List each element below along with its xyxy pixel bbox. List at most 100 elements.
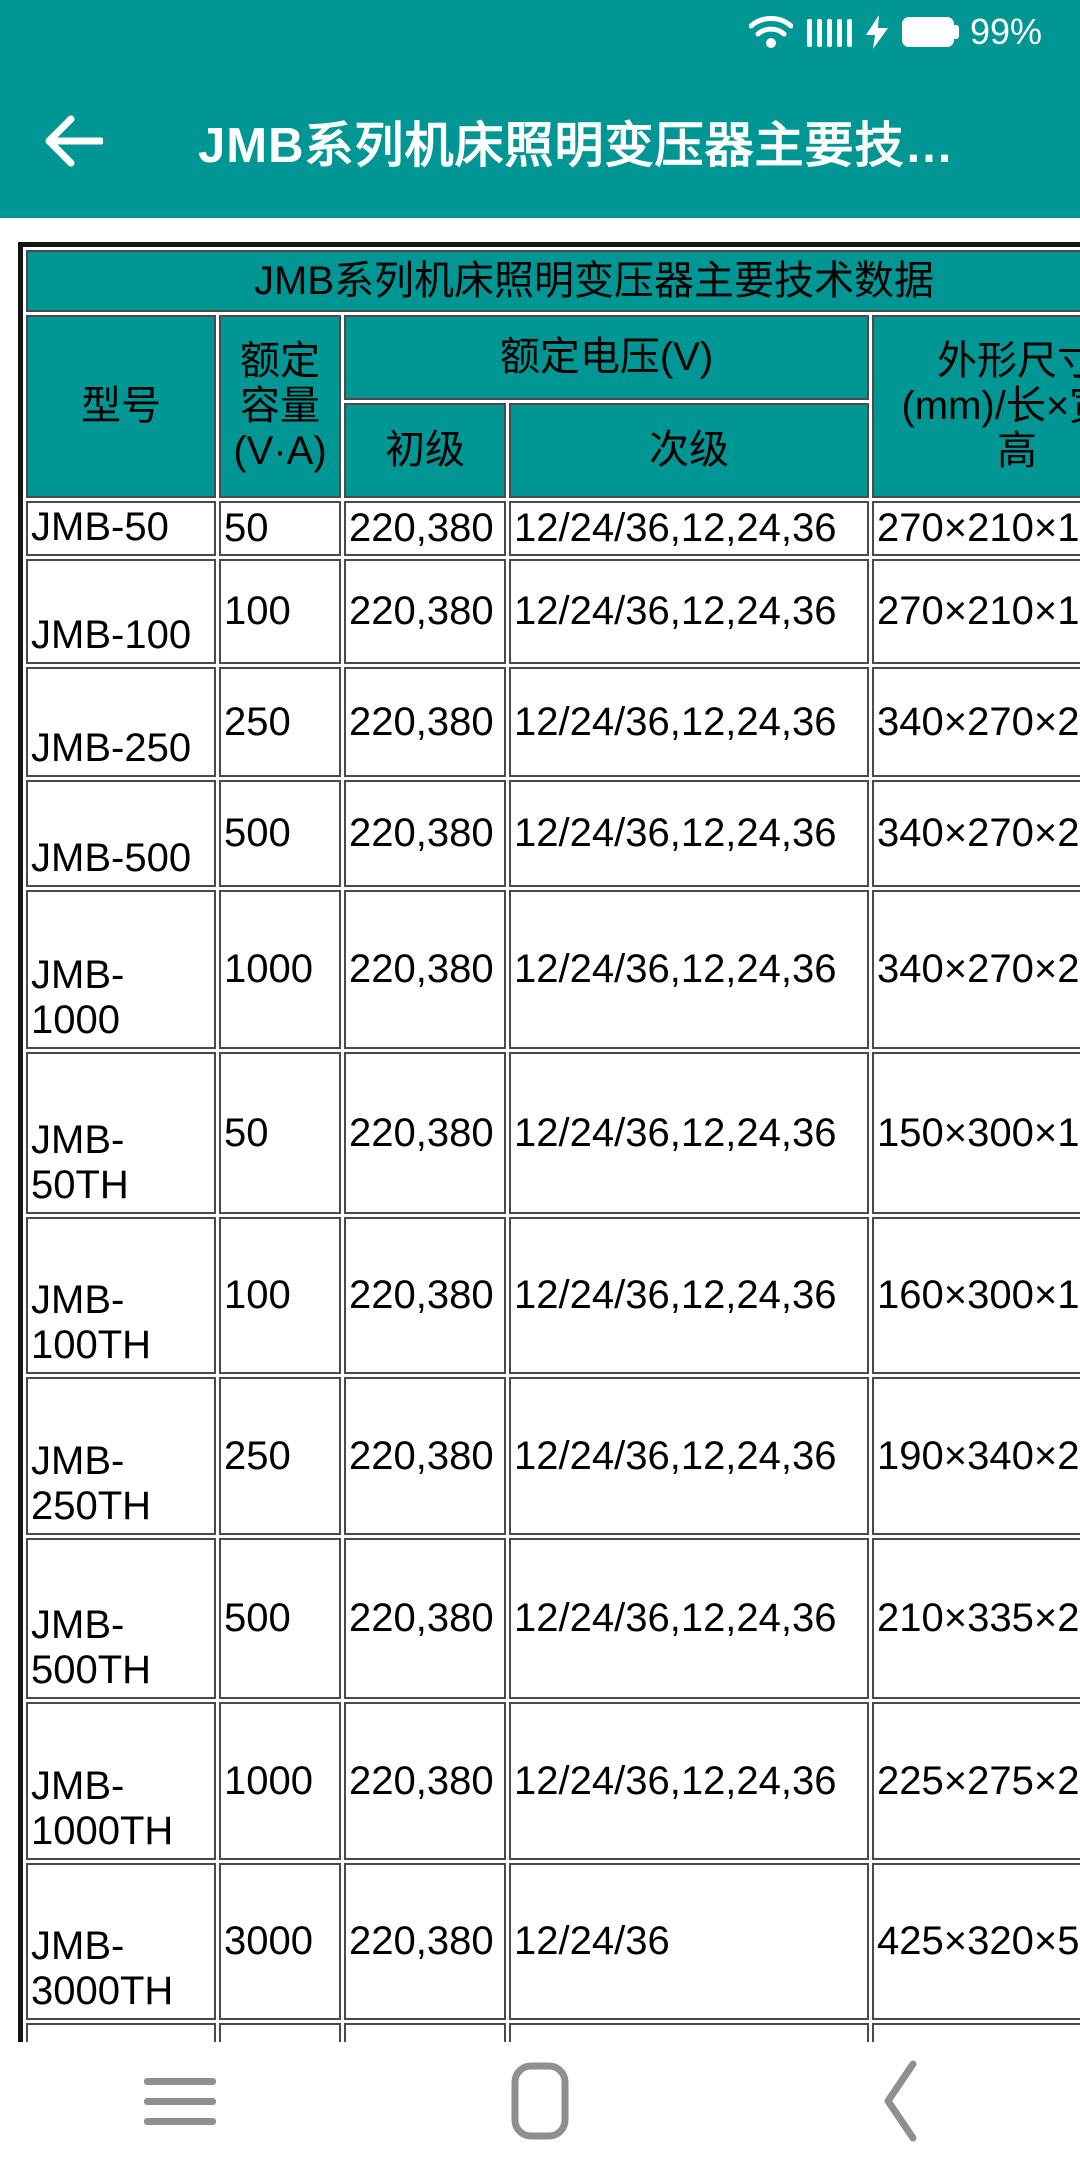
cell-model: JMB- 3000TH	[26, 1863, 216, 2020]
charging-icon	[865, 15, 888, 49]
cell-empty	[344, 2023, 506, 2042]
cell-secondary: 12/24/36	[509, 1863, 869, 2020]
home-icon	[511, 2062, 569, 2140]
table-row: JMB- 250TH 250 220,380 12/24/36,12,24,36…	[26, 1377, 1080, 1535]
top-bar: 99% JMB系列机床照明变压器主要技…	[0, 0, 1080, 218]
cell-model: JMB- 100TH	[26, 1217, 216, 1374]
signal-strength-icon	[806, 17, 852, 47]
cell-secondary: 12/24/36,12,24,36	[509, 1377, 869, 1535]
cell-dimensions: 150×300×1	[872, 1052, 1080, 1214]
table-row: JMB-50 50 220,380 12/24/36,12,24,36 270×…	[26, 501, 1080, 556]
cell-dimensions: 425×320×5	[872, 1863, 1080, 2020]
cell-secondary: 12/24/36,12,24,36	[509, 559, 869, 664]
menu-icon	[144, 2077, 216, 2125]
cell-model: JMB-500	[26, 780, 216, 887]
cell-dimensions: 190×340×2	[872, 1377, 1080, 1535]
col-header-voltage-group: 额定电压(V)	[344, 315, 869, 400]
table-row: JMB- 1000 1000 220,380 12/24/36,12,24,36…	[26, 890, 1080, 1049]
cell-model: JMB- 250TH	[26, 1377, 216, 1535]
wifi-icon	[748, 16, 793, 48]
data-table: JMB系列机床照明变压器主要技术数据 型号 额定 容量 (V·A) 额定电压(V…	[18, 242, 1080, 2042]
table-row: JMB- 100TH 100 220,380 12/24/36,12,24,36…	[26, 1217, 1080, 1374]
cell-primary: 220,380	[344, 1217, 506, 1374]
cell-secondary: 12/24/36,12,24,36	[509, 1217, 869, 1374]
nav-back-button[interactable]	[720, 2059, 1080, 2143]
cell-primary: 220,380	[344, 1863, 506, 2020]
cell-primary: 220,380	[344, 1538, 506, 1699]
cell-dimensions: 340×270×2	[872, 667, 1080, 777]
battery-percent: 99%	[969, 11, 1042, 52]
cell-capacity: 3000	[219, 1863, 341, 2020]
table-row: JMB- 500TH 500 220,380 12/24/36,12,24,36…	[26, 1538, 1080, 1699]
table-row-partial	[26, 2023, 1080, 2042]
navigation-bar	[0, 2042, 1080, 2160]
table-row: JMB-100 100 220,380 12/24/36,12,24,36 27…	[26, 559, 1080, 664]
back-button[interactable]	[42, 109, 106, 173]
cell-model: JMB- 1000TH	[26, 1702, 216, 1860]
col-header-primary: 初级	[344, 403, 506, 498]
table-row: JMB-500 500 220,380 12/24/36,12,24,36 34…	[26, 780, 1080, 887]
cell-capacity: 250	[219, 1377, 341, 1535]
cell-capacity: 100	[219, 1217, 341, 1374]
nav-menu-button[interactable]	[0, 2077, 360, 2125]
page-title: JMB系列机床照明变压器主要技…	[198, 118, 955, 173]
table-row: JMB- 3000TH 3000 220,380 12/24/36 425×32…	[26, 1863, 1080, 2020]
cell-dimensions: 225×275×2	[872, 1702, 1080, 1860]
cell-dimensions: 270×210×1	[872, 559, 1080, 664]
cell-dimensions: 270×210×1	[872, 501, 1080, 556]
status-bar: 99%	[0, 0, 1080, 64]
arrow-left-icon	[45, 115, 103, 167]
cell-primary: 220,380	[344, 890, 506, 1049]
cell-primary: 220,380	[344, 559, 506, 664]
cell-secondary: 12/24/36,12,24,36	[509, 1538, 869, 1699]
cell-primary: 220,380	[344, 1052, 506, 1214]
cell-capacity: 250	[219, 667, 341, 777]
cell-dimensions: 210×335×2	[872, 1538, 1080, 1699]
cell-model: JMB-250	[26, 667, 216, 777]
table-title-row: JMB系列机床照明变压器主要技术数据	[26, 250, 1080, 312]
table-row: JMB-250 250 220,380 12/24/36,12,24,36 34…	[26, 667, 1080, 777]
table-viewport[interactable]: JMB系列机床照明变压器主要技术数据 型号 额定 容量 (V·A) 额定电压(V…	[18, 242, 1080, 2042]
cell-empty	[872, 2023, 1080, 2042]
cell-primary: 220,380	[344, 501, 506, 556]
cell-model: JMB- 500TH	[26, 1538, 216, 1699]
cell-secondary: 12/24/36,12,24,36	[509, 1052, 869, 1214]
battery-icon	[901, 17, 959, 47]
table-row: JMB- 50TH 50 220,380 12/24/36,12,24,36 1…	[26, 1052, 1080, 1214]
cell-primary: 220,380	[344, 667, 506, 777]
nav-home-button[interactable]	[360, 2062, 720, 2140]
cell-primary: 220,380	[344, 1702, 506, 1860]
back-icon	[884, 2060, 917, 2142]
cell-secondary: 12/24/36,12,24,36	[509, 1702, 869, 1860]
cell-dimensions: 340×270×2	[872, 890, 1080, 1049]
col-header-model: 型号	[26, 315, 216, 498]
table-header-row-2: 初级 次级	[26, 403, 1080, 498]
cell-secondary: 12/24/36,12,24,36	[509, 667, 869, 777]
cell-capacity: 500	[219, 1538, 341, 1699]
col-header-dimensions: 外形尺寸 (mm)/长×宽× 高	[872, 315, 1080, 498]
cell-empty	[509, 2023, 869, 2042]
cell-model: JMB-100	[26, 559, 216, 664]
cell-capacity: 50	[219, 501, 341, 556]
cell-empty	[219, 2023, 341, 2042]
table-row: JMB- 1000TH 1000 220,380 12/24/36,12,24,…	[26, 1702, 1080, 1860]
cell-capacity: 500	[219, 780, 341, 887]
cell-model: JMB- 1000	[26, 890, 216, 1049]
cell-secondary: 12/24/36,12,24,36	[509, 501, 869, 556]
app-bar: JMB系列机床照明变压器主要技…	[0, 64, 1080, 218]
cell-secondary: 12/24/36,12,24,36	[509, 780, 869, 887]
cell-dimensions: 340×270×2	[872, 780, 1080, 887]
cell-secondary: 12/24/36,12,24,36	[509, 890, 869, 1049]
cell-capacity: 50	[219, 1052, 341, 1214]
col-header-capacity: 额定 容量 (V·A)	[219, 315, 341, 498]
cell-primary: 220,380	[344, 780, 506, 887]
table-header-row-1: 型号 额定 容量 (V·A) 额定电压(V) 外形尺寸 (mm)/长×宽× 高	[26, 315, 1080, 498]
cell-capacity: 1000	[219, 1702, 341, 1860]
cell-model: JMB- 50TH	[26, 1052, 216, 1214]
cell-primary: 220,380	[344, 1377, 506, 1535]
table-title: JMB系列机床照明变压器主要技术数据	[26, 250, 1080, 312]
cell-capacity: 100	[219, 559, 341, 664]
cell-capacity: 1000	[219, 890, 341, 1049]
cell-model: JMB-50	[26, 501, 216, 556]
